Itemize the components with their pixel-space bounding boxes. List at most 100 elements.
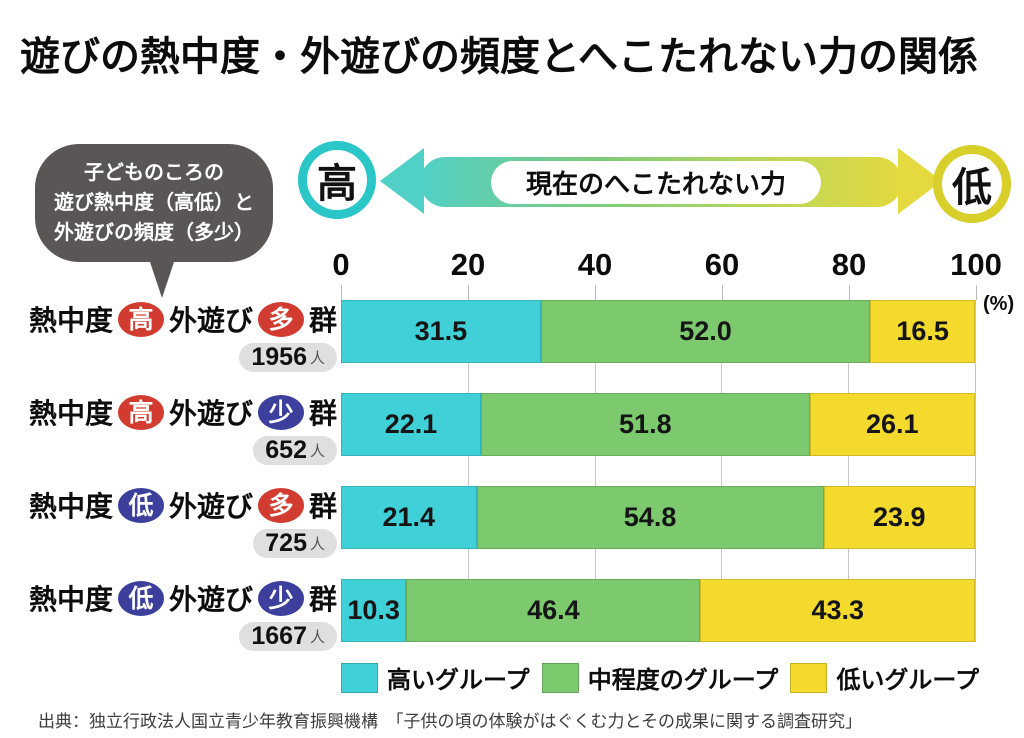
sample-count: 1667	[251, 622, 307, 650]
x-axis-tick-label: 40	[577, 247, 613, 282]
outdoor-play-badge: 少	[257, 580, 304, 616]
sample-count: 725	[265, 529, 307, 557]
legend-swatch	[790, 662, 828, 693]
bar-segment: 16.5	[870, 300, 975, 363]
bar-value-label: 46.4	[527, 595, 580, 625]
legend-swatch	[341, 662, 378, 693]
plot-area: 31.5 52.0 16.5 22.1 51.8 26.1 21.4 54.8 23.9 10.3…	[341, 300, 976, 642]
x-axis-labels: 0 20 40 60 80 100	[332, 247, 1001, 283]
enthusiasm-badge: 低	[117, 487, 164, 523]
outdoor-play-badge: 多	[257, 301, 304, 337]
legend-label: 中程度のグループ	[587, 667, 779, 694]
label-outdoor-play: 外遊び	[168, 398, 253, 429]
label-group-suffix: 群	[308, 491, 337, 522]
gridline	[467, 300, 469, 642]
percent-unit-label: (%)	[983, 293, 1015, 315]
enthusiasm-badge: 高	[117, 394, 164, 430]
label-group-suffix: 群	[308, 584, 337, 615]
bubble-line-3: 外遊びの頻度（多少）	[54, 222, 254, 244]
bubble-line-2: 遊び熱中度（高低）と	[54, 192, 254, 214]
arrow-left-icon	[380, 148, 424, 214]
legend: 高いグループ 中程度のグループ 低いグループ	[341, 660, 979, 695]
x-axis-tick-mark	[595, 285, 596, 300]
annotation-bubble: 子どものころの 遊び熱中度（高低）と 外遊びの頻度（多少）	[35, 144, 273, 262]
bar-value-label: 43.3	[811, 595, 864, 625]
legend-item: 中程度のグループ	[541, 660, 779, 695]
sample-count: 1956	[251, 343, 307, 371]
x-axis-tick-mark	[976, 285, 977, 300]
x-axis-tick-mark	[341, 285, 342, 300]
bubble-line-1: 子どものころの	[84, 162, 224, 184]
enthusiasm-badge: 低	[117, 580, 164, 616]
gridline	[721, 300, 723, 642]
sample-count-pill: 652 人	[253, 436, 337, 465]
row-label-text: 熱中度高外遊び多群	[29, 299, 337, 339]
bar-segment: 31.5	[341, 300, 541, 363]
sample-count-pill: 1956 人	[239, 343, 337, 372]
bar-segment: 22.1	[341, 393, 482, 456]
sample-count-unit: 人	[309, 629, 325, 646]
enthusiasm-badge: 高	[117, 301, 164, 337]
row-label-text: 熱中度低外遊び少群	[29, 578, 337, 618]
x-axis-ticks	[341, 285, 977, 300]
label-enthusiasm: 熱中度	[28, 398, 113, 429]
label-outdoor-play: 外遊び	[168, 305, 253, 336]
x-axis-tick-mark	[468, 285, 469, 300]
label-enthusiasm: 熱中度	[28, 584, 113, 615]
row-label: 熱中度低外遊び少群 1667 人	[29, 578, 337, 651]
bar-segment: 10.3	[341, 579, 407, 642]
bar-value-label: 23.9	[873, 502, 926, 532]
row-label-text: 熱中度高外遊び少群	[29, 392, 337, 432]
scale-arrow-label: 現在のへこたれない力	[491, 161, 821, 204]
bar-row: 10.3 46.4 43.3	[341, 579, 975, 642]
label-enthusiasm: 熱中度	[28, 491, 113, 522]
bubble-tail	[148, 256, 176, 298]
bar-value-label: 54.8	[623, 502, 677, 532]
legend-swatch	[541, 662, 579, 693]
sample-count-unit: 人	[309, 350, 325, 367]
gridline	[594, 300, 596, 642]
sample-count-pill: 725 人	[253, 529, 337, 558]
bar-value-label: 31.5	[414, 316, 468, 346]
bar-value-label: 22.1	[384, 409, 438, 439]
sample-count-pill: 1667 人	[239, 622, 337, 651]
bar-row: 21.4 54.8 23.9	[341, 486, 975, 549]
row-label: 熱中度高外遊び少群 652 人	[29, 392, 337, 465]
bar-segment: 21.4	[341, 486, 477, 549]
source-text: 出典：独立行政法人国立青少年教育振興機構 「子供の頃の体験がはぐくむ力とその成果…	[38, 712, 862, 731]
bar-segment: 43.3	[700, 579, 975, 642]
bar-value-label: 10.3	[347, 595, 400, 625]
label-enthusiasm: 熱中度	[28, 305, 113, 336]
row-label: 熱中度低外遊び多群 725 人	[29, 485, 337, 558]
row-label-text: 熱中度低外遊び多群	[29, 485, 337, 525]
bar-segment: 23.9	[823, 486, 975, 549]
sample-count: 652	[265, 436, 307, 464]
bar-value-label: 16.5	[896, 316, 949, 346]
bar-row: 31.5 52.0 16.5	[341, 300, 975, 363]
bar-row: 22.1 51.8 26.1	[341, 393, 975, 456]
x-axis-tick-label: 80	[831, 247, 867, 282]
outdoor-play-badge: 多	[257, 487, 304, 523]
bar-value-label: 21.4	[382, 502, 436, 532]
x-axis-tick-label: 60	[704, 247, 740, 282]
row-label: 熱中度高外遊び多群 1956 人	[29, 299, 337, 372]
x-axis-tick-label: 20	[450, 247, 486, 282]
sample-count-unit: 人	[309, 536, 325, 553]
legend-item: 高いグループ	[341, 660, 530, 695]
x-axis-tick-mark	[722, 285, 723, 300]
legend-item: 低いグループ	[790, 660, 979, 695]
bar-segment: 54.8	[476, 486, 824, 549]
page-title: 遊びの熱中度・外遊びの頻度とへこたれない力の関係	[20, 35, 978, 79]
bar-segment: 46.4	[406, 579, 701, 642]
sample-count-unit: 人	[309, 443, 325, 460]
label-outdoor-play: 外遊び	[168, 584, 253, 615]
legend-label: 高いグループ	[387, 667, 530, 694]
label-outdoor-play: 外遊び	[168, 491, 253, 522]
x-axis-tick-label: 100	[950, 247, 1002, 282]
bar-value-label: 52.0	[679, 316, 732, 346]
bar-value-label: 51.8	[619, 409, 672, 439]
scale-low-circle: 低	[933, 145, 1011, 223]
label-group-suffix: 群	[308, 305, 337, 336]
outdoor-play-badge: 少	[257, 394, 304, 430]
